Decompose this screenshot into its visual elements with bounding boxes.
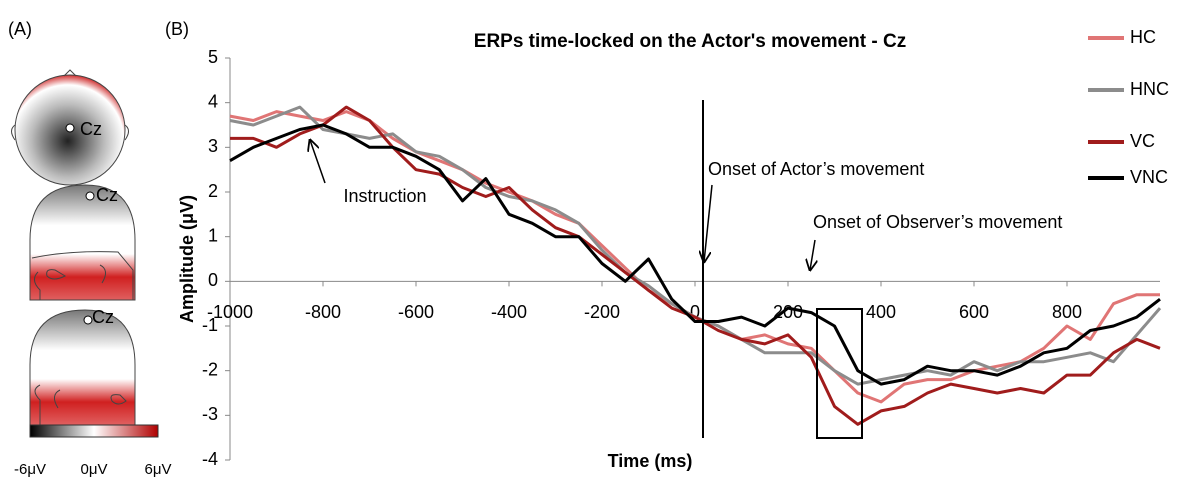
x-axis-label: Time (ms) <box>608 451 693 471</box>
x-tick-label: 400 <box>866 302 896 322</box>
y-tick-label: 4 <box>208 91 218 111</box>
colorbar <box>30 425 158 437</box>
annotation: Onset of Observer’s movement <box>813 212 1062 232</box>
y-tick-label: 5 <box>208 47 218 67</box>
annotation-arrow <box>310 140 325 183</box>
legend-label: VNC <box>1130 167 1168 187</box>
series-line <box>230 112 1160 402</box>
topography-left: Cz <box>30 185 135 300</box>
y-tick-label: -3 <box>202 404 218 424</box>
colorbar-label: -6μV <box>14 461 46 478</box>
x-tick-label: 600 <box>959 302 989 322</box>
legend-label: HC <box>1130 27 1156 47</box>
annotation: Instruction <box>343 186 426 206</box>
y-tick-label: 2 <box>208 181 218 201</box>
annotation: Onset of Actor’s movement <box>708 159 924 179</box>
topography-top: Cz <box>12 70 129 185</box>
x-tick-label: 200 <box>773 302 803 322</box>
legend-label: VC <box>1130 131 1155 151</box>
chart-title: ERPs time-locked on the Actor's movement… <box>474 31 906 52</box>
y-tick-label: 0 <box>208 270 218 290</box>
x-tick-label: -400 <box>491 302 527 322</box>
y-tick-label: -2 <box>202 359 218 379</box>
electrode-label: Cz <box>80 119 102 139</box>
electrode-label: Cz <box>92 307 114 327</box>
y-tick-label: 1 <box>208 225 218 245</box>
series-line <box>230 107 1160 424</box>
x-tick-label: -1000 <box>207 302 253 322</box>
figure: (A) (B) Cz Cz Cz -6μV 0μV 6μV ERPs time-… <box>0 0 1191 486</box>
y-tick-label: 3 <box>208 136 218 156</box>
panel-label: (B) <box>165 19 189 39</box>
panel-label: (A) <box>8 19 32 39</box>
annotation-arrow <box>810 240 815 270</box>
electrode-label: Cz <box>96 185 118 205</box>
annotation-arrow <box>704 185 712 262</box>
y-axis-label: Amplitude (μV) <box>177 195 197 323</box>
topography-right: Cz <box>30 307 135 425</box>
x-tick-label: 800 <box>1052 302 1082 322</box>
legend-label: HNC <box>1130 79 1169 99</box>
x-tick-label: -200 <box>584 302 620 322</box>
colorbar-label: 0μV <box>81 461 108 478</box>
series-line <box>230 125 1160 384</box>
x-tick-label: -800 <box>305 302 341 322</box>
x-tick-label: -600 <box>398 302 434 322</box>
y-tick-label: -4 <box>202 449 218 469</box>
colorbar-label: 6μV <box>145 461 172 478</box>
